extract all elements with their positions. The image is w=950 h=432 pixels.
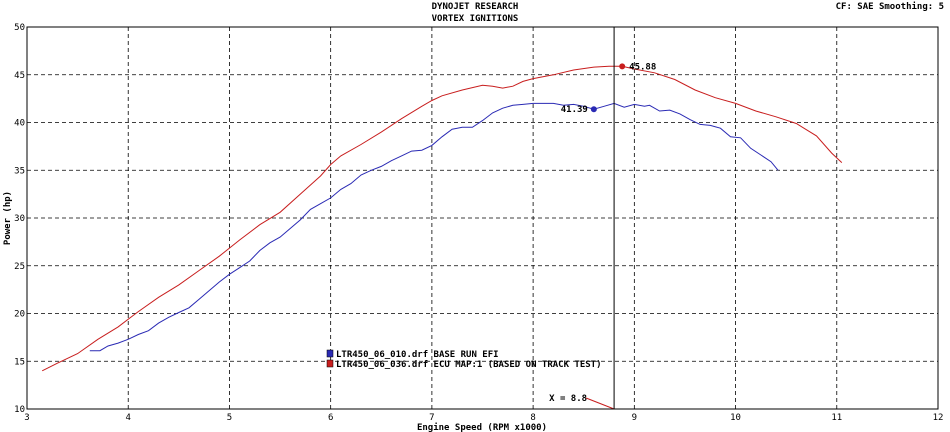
cursor-pointer [585, 397, 615, 410]
x-tick-label: 7 [429, 413, 434, 423]
y-tick-label: 25 [14, 262, 25, 272]
x-tick-label: 4 [126, 413, 131, 423]
peak-markers: 45.88 41.39 [561, 62, 657, 115]
peak-label-1: 45.88 [629, 62, 656, 72]
y-tick-label: 15 [14, 357, 25, 367]
y-axis-title: Power (hp) [3, 191, 13, 245]
x-tick-label: 3 [24, 413, 29, 423]
correction-factor-info: CF: SAE Smoothing: 5 [835, 2, 944, 12]
x-tick-label: 8 [530, 413, 535, 423]
legend-label-1: LTR450_06_010.drf BASE RUN EFI [336, 350, 499, 360]
y-tick-label: 30 [14, 214, 25, 224]
x-tick-label: 9 [632, 413, 637, 423]
x-axis-title: Engine Speed (RPM x1000) [417, 422, 547, 432]
peak-marker-1 [619, 63, 626, 70]
x-tick-label: 5 [227, 413, 232, 423]
x-tick-label: 6 [328, 413, 333, 423]
series-line-2 [41, 65, 843, 372]
rpm-cursor[interactable]: X = 8.8 [549, 27, 615, 410]
legend-label-2: LTR450_06_036.drf ECU MAP:1 (BASED ON TR… [336, 360, 602, 370]
x-tick-label: 12 [933, 413, 944, 423]
legend-swatch-2 [326, 359, 334, 368]
legend: LTR450_06_010.drf BASE RUN EFILTR450_06_… [326, 349, 602, 370]
peak-label-2: 41.39 [561, 105, 588, 115]
y-tick-label: 10 [14, 405, 25, 415]
plot-frame [26, 26, 939, 410]
peak-marker-2 [590, 106, 597, 113]
x-tick-label: 11 [831, 413, 842, 423]
chart-subtitle: VORTEX IGNITIONS [431, 14, 519, 24]
legend-swatch-1 [326, 349, 334, 358]
x-tick-label: 10 [730, 413, 741, 423]
series-lines [41, 65, 843, 372]
y-tick-label: 50 [14, 23, 25, 33]
y-tick-label: 40 [14, 119, 25, 129]
y-tick-label: 45 [14, 71, 25, 81]
grid [27, 27, 938, 409]
chart-title: DYNOJET RESEARCH [431, 2, 519, 12]
y-tick-label: 35 [14, 166, 25, 176]
cursor-label: X = 8.8 [549, 394, 587, 404]
series-line-1 [89, 102, 779, 352]
y-tick-label: 20 [14, 310, 25, 320]
